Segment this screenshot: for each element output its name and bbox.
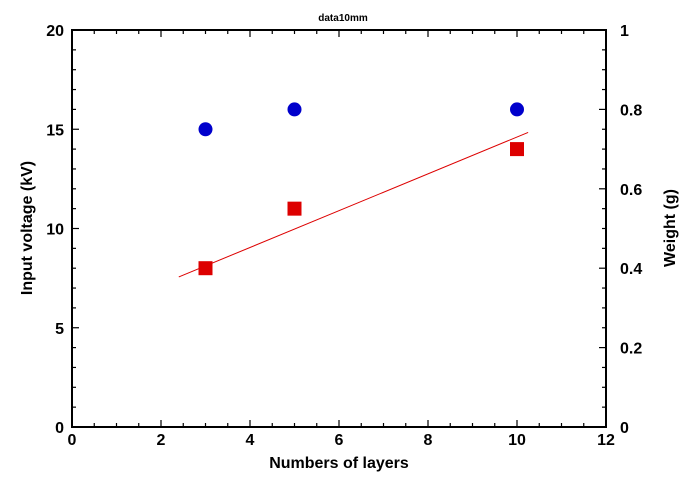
x-tick-label: 10	[508, 432, 526, 449]
x-tick-label: 0	[68, 432, 77, 449]
y-tick-label-right: 0.6	[620, 182, 642, 199]
y-tick-label-right: 0.2	[620, 341, 642, 358]
y-tick-label-right: 1	[620, 23, 629, 40]
x-tick-label: 6	[335, 432, 344, 449]
y-axis-title-left: Input voltage (kV)	[19, 161, 36, 295]
y-tick-label-right: 0	[620, 420, 629, 437]
y-tick-label-right: 0.4	[620, 261, 642, 278]
x-tick-label: 4	[246, 432, 255, 449]
y-tick-label-right: 0.8	[620, 102, 642, 119]
data-point-circle	[198, 122, 213, 137]
data-point-circle	[287, 102, 302, 117]
data-point-square	[198, 261, 213, 276]
data-point-square	[287, 201, 302, 216]
y-tick-label-left: 5	[55, 321, 64, 338]
x-axis-title: Numbers of layers	[269, 455, 409, 472]
x-tick-label: 2	[157, 432, 166, 449]
y-tick-label-left: 15	[46, 122, 64, 139]
tick-labels: 0 2 4 6 8 10 12 0 5 10 15 20 0 0.2 0.4 0.6 0.8 1	[46, 23, 642, 449]
trendline	[178, 131, 529, 278]
trendline-layer	[178, 131, 529, 278]
chart-title: data10mm	[318, 13, 368, 24]
x-tick-label: 8	[424, 432, 433, 449]
axis-ticks	[71, 29, 607, 428]
y-tick-label-left: 0	[55, 420, 64, 437]
y-tick-label-left: 20	[46, 23, 64, 40]
y-tick-label-left: 10	[46, 222, 64, 239]
y-axis-title-right: Weight (g)	[662, 189, 679, 267]
data-marks	[198, 102, 524, 276]
x-tick-label: 12	[597, 432, 615, 449]
plot-frame	[71, 29, 607, 428]
data-point-square	[510, 142, 524, 157]
data-point-circle	[510, 102, 524, 117]
